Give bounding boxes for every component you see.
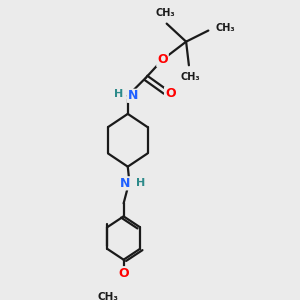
Text: CH₃: CH₃: [98, 292, 119, 300]
Text: CH₃: CH₃: [155, 8, 175, 18]
Text: N: N: [128, 89, 138, 102]
Text: CH₃: CH₃: [215, 23, 235, 33]
Text: H: H: [136, 178, 145, 188]
Text: O: O: [157, 53, 168, 66]
Text: N: N: [120, 177, 131, 190]
Text: O: O: [165, 87, 175, 101]
Text: O: O: [118, 267, 129, 280]
Text: CH₃: CH₃: [181, 72, 200, 82]
Text: H: H: [114, 88, 124, 99]
